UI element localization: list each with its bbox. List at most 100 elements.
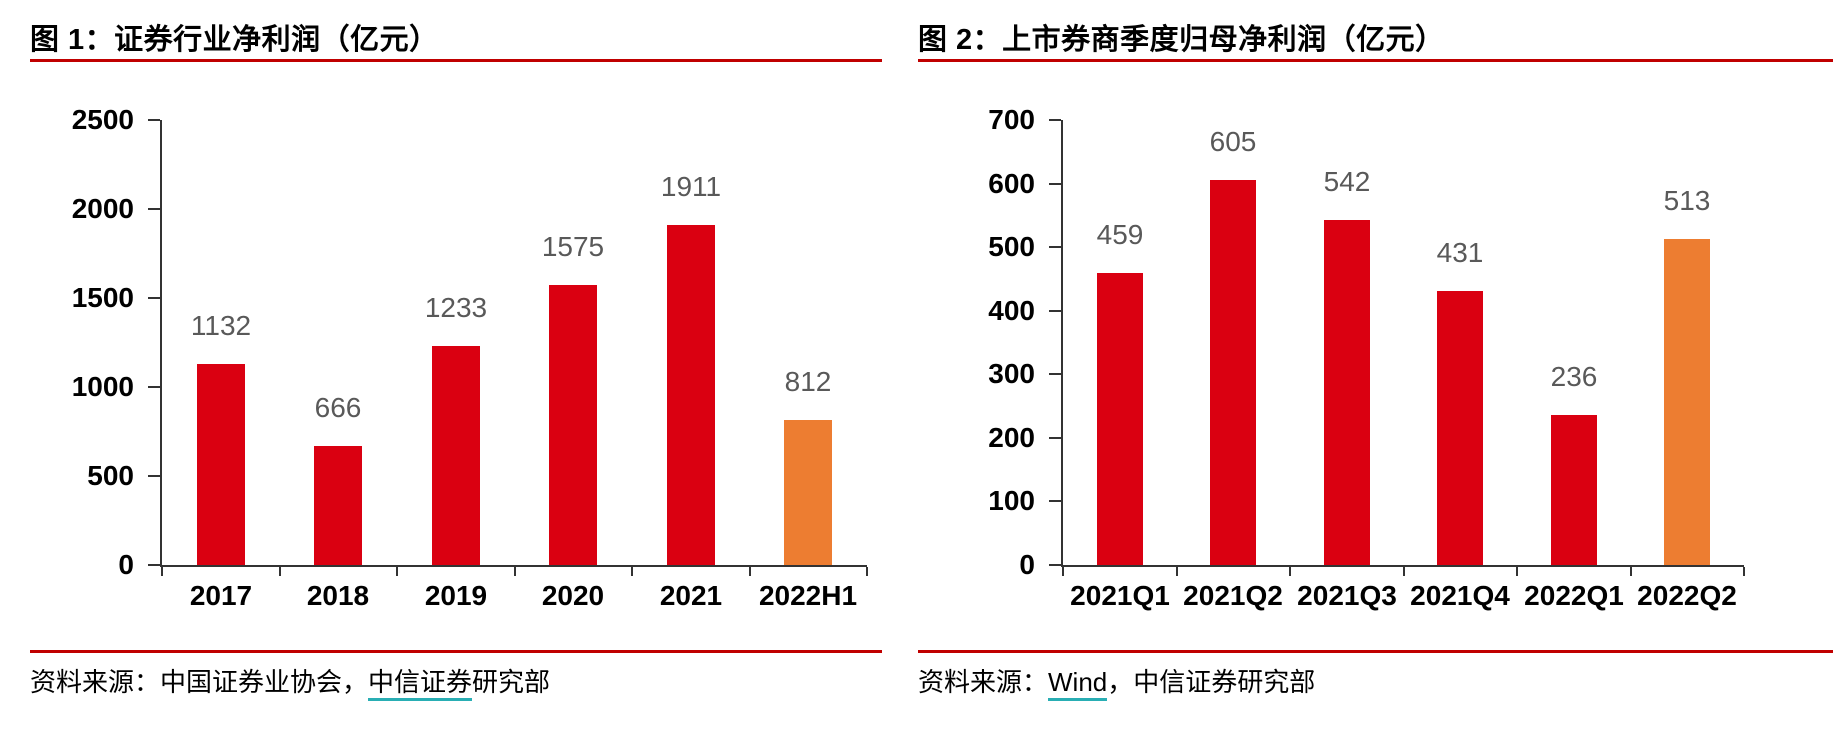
y-axis-tick-label: 100 bbox=[988, 485, 1035, 516]
bar-value-label: 812 bbox=[784, 366, 832, 397]
figure-1-panel: 图 1：证券行业净利润（亿元） 0 500 1000 1500 2000 2500 1132… bbox=[30, 0, 882, 737]
bar-value-label: 459 bbox=[1096, 219, 1144, 250]
bar-2022Q1 bbox=[1551, 415, 1597, 565]
x-axis-category-label: 2019 bbox=[424, 580, 488, 611]
bar-value-label: 1575 bbox=[541, 231, 605, 262]
x-axis-category-label: 2021 bbox=[659, 580, 723, 611]
bar-2022Q2 bbox=[1664, 239, 1710, 565]
bar-value-label: 236 bbox=[1550, 361, 1598, 392]
x-axis-category-label: 2022Q2 bbox=[1637, 580, 1737, 611]
y-axis-tick-label: 700 bbox=[988, 104, 1035, 135]
y-axis-tick bbox=[148, 208, 160, 210]
x-axis-line bbox=[1061, 565, 1744, 567]
x-axis-tick bbox=[1176, 567, 1178, 576]
x-axis-category-label: 2021Q4 bbox=[1410, 580, 1510, 611]
y-axis-tick bbox=[1049, 183, 1061, 185]
bar-2021Q2 bbox=[1210, 180, 1256, 565]
figure-1-title: 图 1：证券行业净利润（亿元） bbox=[30, 24, 439, 56]
y-axis-tick bbox=[148, 564, 160, 566]
source-link[interactable]: 中信证券 bbox=[368, 667, 473, 701]
x-axis-tick bbox=[1516, 567, 1518, 576]
bar-2017 bbox=[197, 364, 245, 565]
figure-2-bar-chart: 0 100 200 300 400 500 600 700 459 2021Q1 605 2021Q2… bbox=[918, 0, 1833, 737]
x-axis-category-label: 2022Q1 bbox=[1524, 580, 1624, 611]
x-axis-tick bbox=[1630, 567, 1632, 576]
bar-2018 bbox=[314, 446, 362, 565]
x-axis-category-label: 2021Q2 bbox=[1183, 580, 1283, 611]
figure-1-title-rule bbox=[30, 59, 882, 62]
figure-1-bar-chart: 0 500 1000 1500 2000 2500 1132 2017 666 2018 1233 2… bbox=[30, 0, 882, 737]
x-axis-category-label: 2022H1 bbox=[758, 580, 858, 611]
x-axis-tick bbox=[1743, 567, 1745, 576]
x-axis-line bbox=[160, 565, 867, 567]
source-text: 资料来源：中国证券业协会， bbox=[30, 667, 369, 697]
y-axis-tick-label: 0 bbox=[1019, 549, 1035, 580]
x-axis-tick bbox=[279, 567, 281, 576]
bar-value-label: 1911 bbox=[660, 171, 722, 202]
y-axis-tick-label: 600 bbox=[988, 168, 1035, 199]
figure-2-source: 资料来源：Wind，中信证券研究部 bbox=[918, 662, 1316, 701]
y-axis-tick-label: 1500 bbox=[71, 282, 134, 313]
bar-2019 bbox=[432, 346, 480, 565]
bar-2020 bbox=[549, 285, 597, 565]
x-axis-tick bbox=[514, 567, 516, 576]
y-axis-tick-label: 500 bbox=[87, 460, 134, 491]
x-axis-tick bbox=[1062, 567, 1064, 576]
y-axis-tick-label: 2500 bbox=[71, 104, 134, 135]
y-axis-tick-label: 2000 bbox=[71, 193, 134, 224]
y-axis-tick bbox=[148, 386, 160, 388]
y-axis-tick bbox=[1049, 564, 1061, 566]
y-axis-tick bbox=[1049, 119, 1061, 121]
y-axis-tick-label: 1000 bbox=[71, 371, 134, 402]
figure-2-title: 图 2：上市券商季度归母净利润（亿元） bbox=[918, 24, 1445, 56]
bar-2021Q3 bbox=[1324, 220, 1370, 565]
bar-value-label: 1233 bbox=[424, 292, 488, 323]
x-axis-category-label: 2020 bbox=[541, 580, 605, 611]
y-axis-tick-label: 500 bbox=[988, 231, 1035, 262]
y-axis-tick-label: 0 bbox=[118, 549, 134, 580]
x-axis-tick bbox=[866, 567, 868, 576]
y-axis-line bbox=[1061, 120, 1063, 565]
x-axis-category-label: 2017 bbox=[189, 580, 253, 611]
bar-value-label: 542 bbox=[1323, 166, 1371, 197]
y-axis-line bbox=[160, 120, 162, 565]
x-axis-category-label: 2021Q1 bbox=[1070, 580, 1170, 611]
bar-value-label: 666 bbox=[314, 392, 362, 423]
source-text: 研究部 bbox=[472, 667, 551, 697]
x-axis-category-label: 2018 bbox=[306, 580, 370, 611]
source-text: ，中信证券研究部 bbox=[1107, 667, 1316, 697]
y-axis-tick bbox=[148, 475, 160, 477]
y-axis-tick bbox=[148, 119, 160, 121]
x-axis-tick bbox=[1403, 567, 1405, 576]
source-link[interactable]: Wind bbox=[1048, 667, 1108, 701]
y-axis-tick-label: 400 bbox=[988, 295, 1035, 326]
figure-2-source-rule bbox=[918, 650, 1833, 653]
y-axis-tick-label: 200 bbox=[988, 422, 1035, 453]
figure-1-source: 资料来源：中国证券业协会，中信证券研究部 bbox=[30, 662, 551, 701]
bar-2022H1 bbox=[784, 420, 832, 565]
source-text: 资料来源： bbox=[918, 667, 1049, 697]
bar-2021Q4 bbox=[1437, 291, 1483, 565]
x-axis-tick bbox=[161, 567, 163, 576]
y-axis-tick bbox=[1049, 246, 1061, 248]
bar-2021 bbox=[667, 225, 715, 565]
y-axis-tick-label: 300 bbox=[988, 358, 1035, 389]
y-axis-tick bbox=[148, 297, 160, 299]
x-axis-tick bbox=[396, 567, 398, 576]
figure-2-panel: 图 2：上市券商季度归母净利润（亿元） 0 100 200 300 400 500 600 7… bbox=[918, 0, 1833, 737]
bar-2021Q1 bbox=[1097, 273, 1143, 565]
x-axis-tick bbox=[631, 567, 633, 576]
x-axis-tick bbox=[749, 567, 751, 576]
figure-2-title-rule bbox=[918, 59, 1833, 62]
y-axis-tick bbox=[1049, 373, 1061, 375]
bar-value-label: 513 bbox=[1663, 185, 1711, 216]
bar-value-label: 431 bbox=[1436, 237, 1484, 268]
x-axis-tick bbox=[1289, 567, 1291, 576]
bar-value-label: 1132 bbox=[190, 310, 252, 341]
y-axis-tick bbox=[1049, 310, 1061, 312]
bar-value-label: 605 bbox=[1209, 126, 1257, 157]
x-axis-category-label: 2021Q3 bbox=[1297, 580, 1397, 611]
y-axis-tick bbox=[1049, 437, 1061, 439]
y-axis-tick bbox=[1049, 500, 1061, 502]
